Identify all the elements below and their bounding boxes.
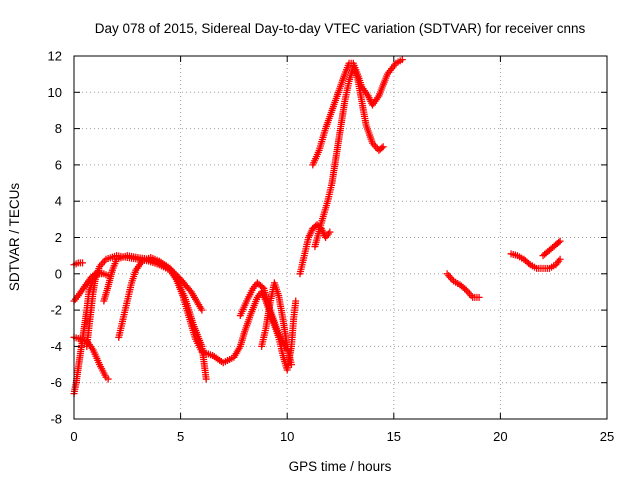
data-point: [475, 293, 483, 301]
x-tick-label: 15: [387, 429, 401, 444]
data-point: [167, 266, 175, 274]
series-arc-4: [70, 259, 87, 269]
data-point: [378, 144, 386, 152]
data-point: [258, 283, 266, 291]
y-tick-label: 10: [48, 85, 62, 100]
series-arc-13: [443, 270, 483, 301]
series-arc-12: [311, 63, 387, 251]
plot-frame: [73, 55, 608, 420]
series-arc-9: [258, 279, 295, 369]
data-point: [379, 143, 387, 151]
y-tick-label: 4: [55, 194, 62, 209]
data-point: [326, 228, 334, 236]
x-tick-label: 20: [493, 429, 507, 444]
data-point: [174, 272, 182, 280]
data-point: [104, 375, 112, 383]
data-point: [172, 271, 180, 279]
x-tick-label: 5: [177, 429, 184, 444]
x-tick-label: 25: [600, 429, 614, 444]
chart-title: Day 078 of 2015, Sidereal Day-to-day VTE…: [95, 21, 586, 36]
grid: [74, 56, 607, 419]
data-point: [198, 306, 206, 314]
y-tick-label: -2: [50, 303, 62, 318]
series-arc-7: [115, 253, 206, 341]
data-point: [79, 259, 87, 267]
data-point: [525, 259, 533, 267]
data-point: [166, 264, 174, 272]
y-tick-label: 6: [55, 157, 62, 172]
y-tick-label: -4: [50, 339, 62, 354]
data-point: [556, 255, 564, 263]
data-point: [461, 285, 469, 293]
y-tick-label: -8: [50, 412, 62, 427]
series-arc-11: [309, 56, 406, 169]
data-point: [555, 238, 563, 246]
data-point: [287, 361, 295, 369]
x-axis-label: GPS time / hours: [289, 459, 392, 474]
y-tick-label: 12: [48, 49, 62, 64]
y-tick-label: 2: [55, 230, 62, 245]
y-tick-label: -6: [50, 375, 62, 390]
y-axis-label: SDTVAR / TECUs: [7, 183, 22, 292]
data-points: [70, 56, 564, 398]
x-tick-label: 10: [280, 429, 294, 444]
y-tick-label: 8: [55, 121, 62, 136]
series-arc-15: [539, 237, 564, 260]
series-arc-14: [507, 250, 564, 272]
data-point: [292, 297, 300, 305]
data-point: [556, 237, 564, 245]
data-point: [202, 375, 210, 383]
data-point: [398, 56, 406, 64]
series-arc-8: [236, 279, 291, 354]
data-point: [171, 269, 179, 277]
x-tick-label: 0: [70, 429, 77, 444]
axis-ticks: 0 5 10 15 20 25 -8 -6 -4 -2 0 2 4 6 8 10 12: [48, 49, 615, 445]
data-point: [169, 267, 177, 275]
y-tick-label: 0: [55, 266, 62, 281]
